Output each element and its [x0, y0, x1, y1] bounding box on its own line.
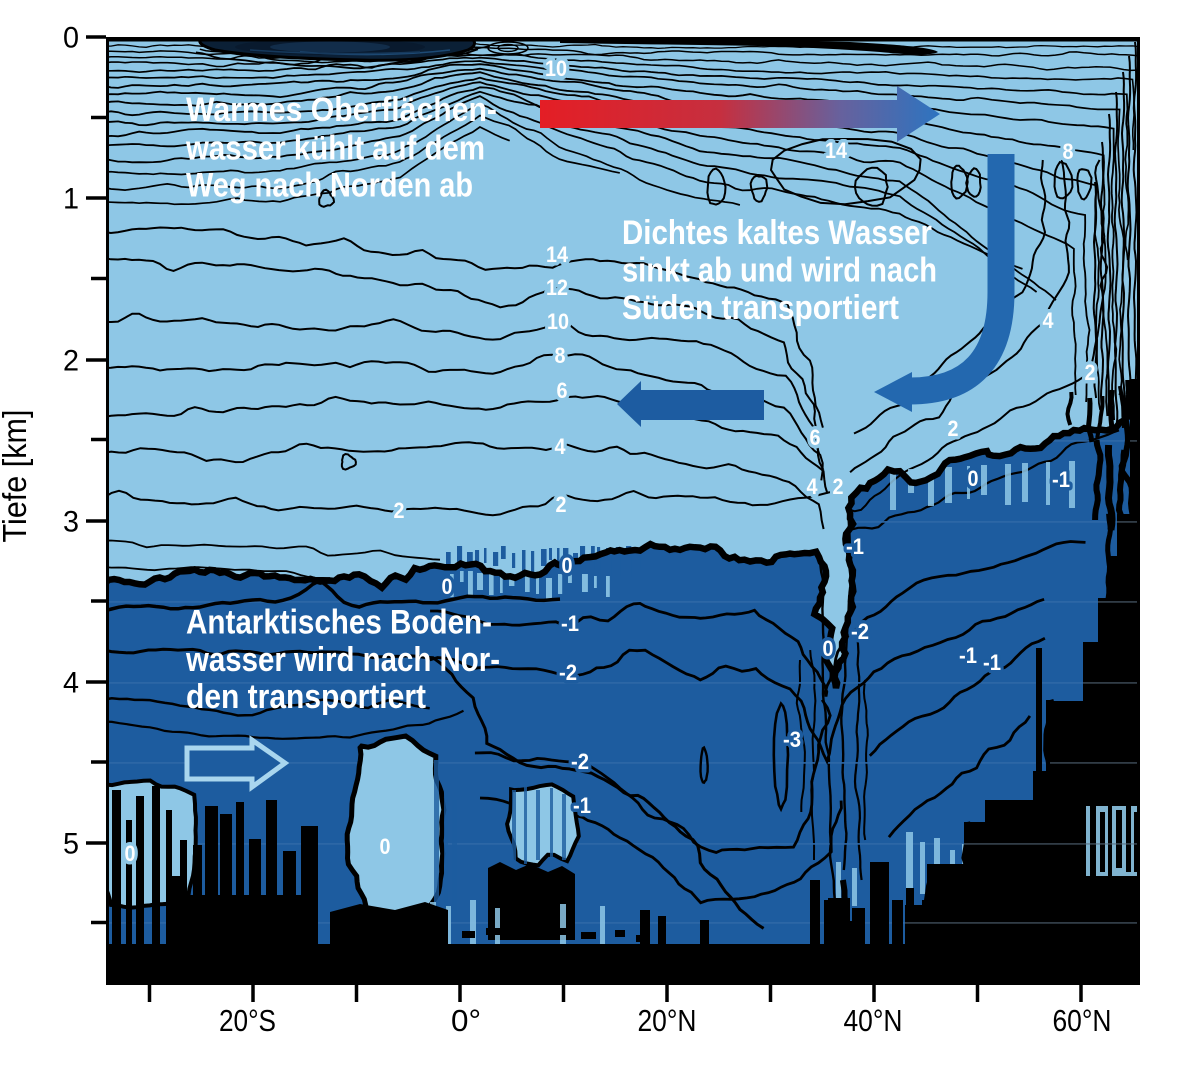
svg-text:Süden transportiert: Süden transportiert: [622, 289, 899, 327]
svg-text:-2: -2: [559, 660, 577, 685]
svg-text:60°N: 60°N: [1053, 1003, 1112, 1038]
svg-text:-1: -1: [959, 643, 977, 668]
svg-text:2: 2: [394, 498, 405, 523]
svg-text:1: 1: [63, 183, 79, 216]
svg-text:den transportiert: den transportiert: [186, 678, 426, 716]
svg-text:14: 14: [825, 138, 848, 163]
svg-text:-3: -3: [783, 727, 801, 752]
svg-text:10: 10: [545, 56, 567, 81]
svg-text:-1: -1: [561, 611, 579, 636]
svg-text:Dichtes kaltes Wasser: Dichtes kaltes Wasser: [622, 214, 932, 252]
svg-text:4: 4: [807, 474, 819, 499]
svg-text:Tiefe [km]: Tiefe [km]: [0, 410, 33, 543]
svg-text:-1: -1: [573, 793, 591, 818]
svg-text:2: 2: [556, 492, 567, 517]
svg-text:Weg nach Norden ab: Weg nach Norden ab: [186, 167, 473, 205]
svg-text:0: 0: [380, 834, 391, 859]
svg-text:0: 0: [562, 553, 573, 578]
svg-text:Warmes Oberflächen-: Warmes Oberflächen-: [186, 91, 497, 129]
svg-text:0: 0: [125, 841, 136, 866]
svg-text:3: 3: [63, 506, 79, 539]
svg-text:-2: -2: [571, 749, 589, 774]
svg-text:8: 8: [555, 343, 566, 368]
svg-text:Antarktisches Boden-: Antarktisches Boden-: [186, 604, 492, 642]
svg-text:20°N: 20°N: [638, 1003, 697, 1038]
svg-text:4: 4: [1043, 308, 1055, 333]
svg-text:2: 2: [948, 416, 959, 441]
svg-text:4: 4: [63, 667, 79, 700]
svg-text:10: 10: [547, 309, 569, 334]
svg-text:wasser wird nach Nor-: wasser wird nach Nor-: [185, 641, 500, 679]
svg-text:0: 0: [63, 22, 79, 55]
svg-text:14: 14: [546, 242, 569, 267]
svg-text:-1: -1: [1052, 467, 1070, 492]
svg-text:40°N: 40°N: [844, 1003, 903, 1038]
svg-text:6: 6: [810, 425, 821, 450]
svg-text:wasser kühlt auf dem: wasser kühlt auf dem: [185, 130, 485, 168]
svg-text:12: 12: [546, 275, 568, 300]
svg-text:0: 0: [968, 466, 979, 491]
svg-text:0: 0: [442, 574, 453, 599]
svg-text:0°: 0°: [451, 1003, 481, 1038]
svg-text:2: 2: [833, 474, 844, 499]
svg-text:0: 0: [823, 636, 834, 661]
svg-text:sinkt ab und wird nach: sinkt ab und wird nach: [622, 252, 937, 290]
svg-text:-1: -1: [846, 534, 864, 559]
svg-text:20°S: 20°S: [219, 1003, 276, 1038]
svg-text:4: 4: [555, 434, 567, 459]
svg-text:8: 8: [1063, 139, 1074, 164]
svg-text:6: 6: [557, 378, 568, 403]
svg-text:2: 2: [1085, 360, 1096, 385]
svg-text:-1: -1: [983, 650, 1001, 675]
svg-text:-2: -2: [851, 619, 869, 644]
svg-text:2: 2: [63, 345, 79, 378]
svg-text:5: 5: [63, 828, 79, 861]
